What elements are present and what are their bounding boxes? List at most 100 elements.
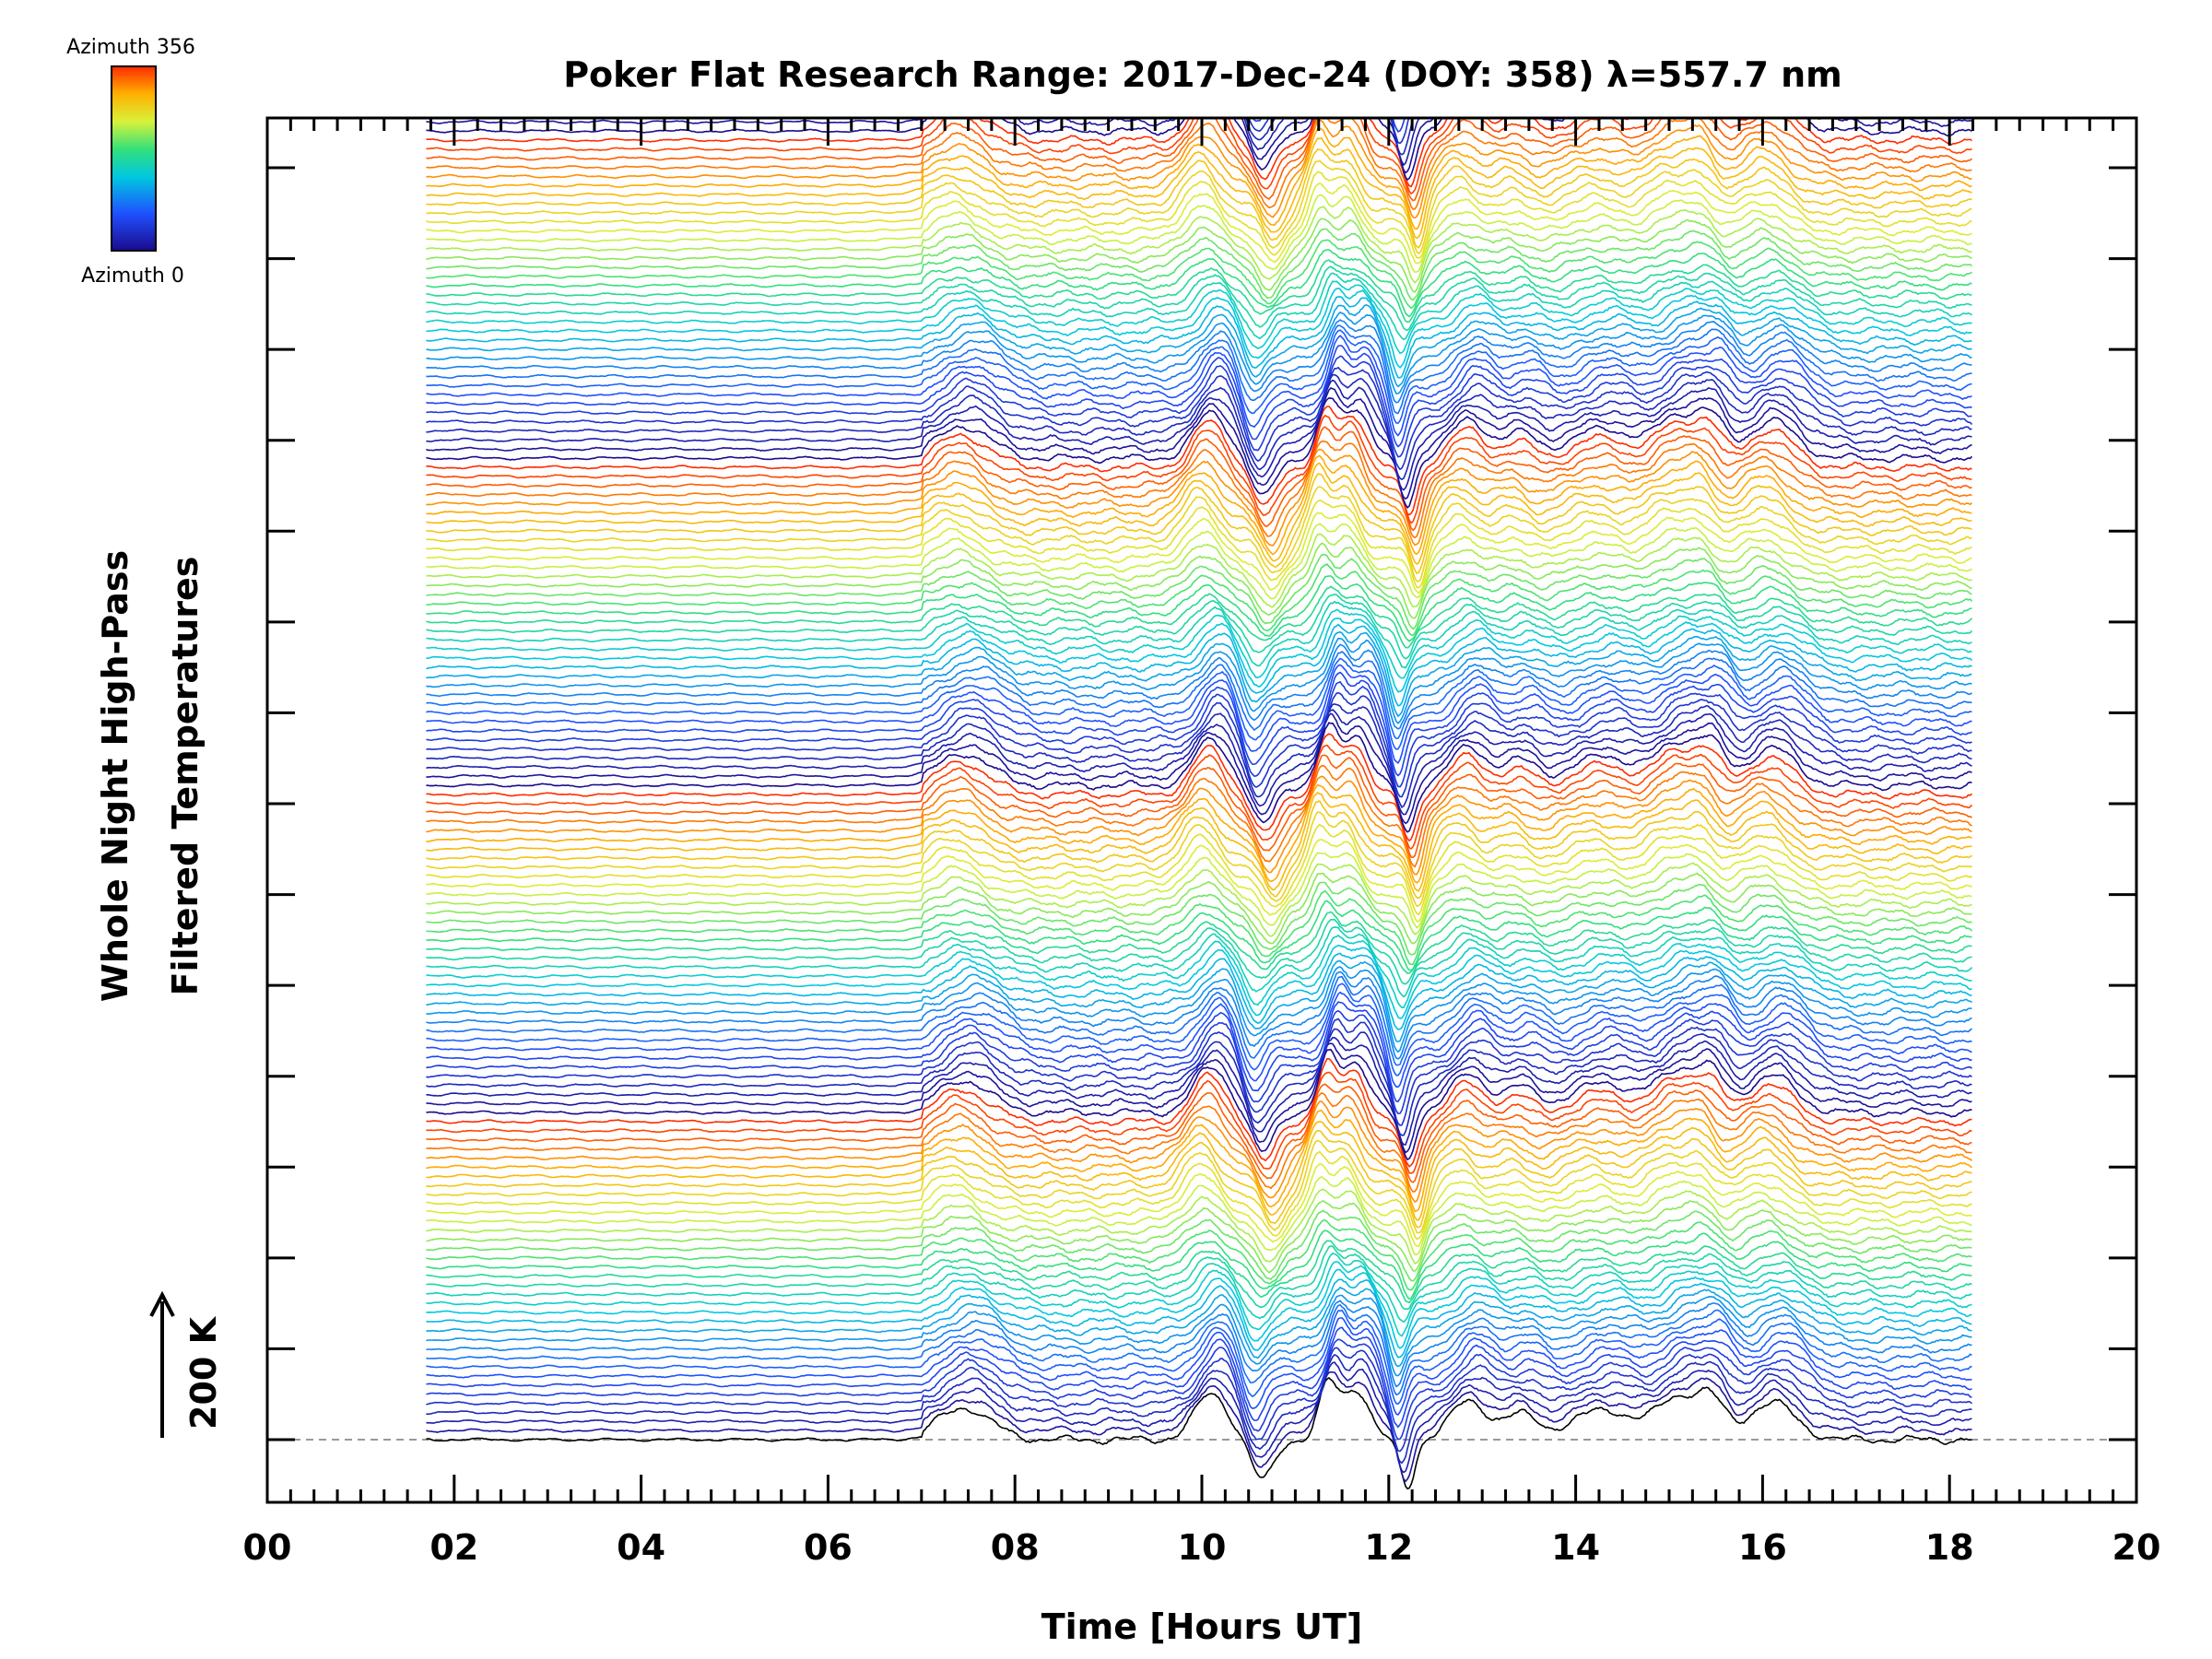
trace-line [426,329,1972,424]
trace-line [426,630,1972,718]
trace-line [426,709,1972,816]
trace-line [426,783,1972,884]
trace-line [426,657,1972,750]
trace-line [426,486,1972,582]
x-axis-label: Time [Hours UT] [1041,1606,1363,1647]
trace-line [426,1300,1972,1388]
trace-line [426,499,1972,589]
trace-line [426,1018,1972,1126]
x-tick-label: 08 [991,1527,1040,1568]
trace-line [426,127,1972,230]
trace-line [426,194,1972,274]
trace-line [426,553,1972,630]
trace-line [426,563,1973,637]
trace-line [426,1199,1972,1274]
trace-line [426,1091,1972,1193]
trace-line [426,118,1972,182]
trace-line [426,971,1972,1060]
trace-line [426,0,1971,49]
trace-line [426,650,1972,740]
trace-line [426,118,1972,195]
trace-line [426,448,1973,547]
trace-line [426,754,1972,859]
trace-line [426,792,1972,892]
trace-line [426,934,1972,1008]
x-tick-label: 00 [243,1527,292,1568]
trace-line [426,966,1972,1053]
trace-line [426,900,1972,971]
trace-line [426,1130,1972,1229]
trace-line [426,0,1971,2]
x-axis-tick-labels: 00 02 04 06 08 10 12 14 16 18 20 [243,1527,2161,1568]
trace-line [426,0,1971,59]
trace-line [426,296,1972,379]
trace-line [426,1309,1972,1406]
trace-line [426,304,1972,388]
trace-line [426,911,1972,975]
trace-line [426,462,1972,565]
trace-line [426,287,1972,370]
trace-line [426,387,1972,500]
trace-line [426,1071,1972,1174]
trace-line [426,345,1972,448]
y-axis-ticks [267,166,2136,1441]
trace-line [426,366,1973,471]
trace-line [426,722,1972,833]
scale-label: 200 K [183,1315,224,1430]
trace-line [426,991,1972,1088]
trace-line [426,1347,1973,1453]
x-tick-label: 18 [1925,1527,1974,1568]
trace-line [426,228,1972,301]
trace-line [426,918,1972,985]
trace-line [426,426,1972,532]
colorbar-top-label: Azimuth 356 [66,36,195,59]
trace-line [426,136,1972,240]
trace-line [426,637,1972,724]
x-axis-ticks [265,118,2138,1502]
trace-line [426,473,1972,575]
trace-line [426,533,1972,608]
trace-line [426,691,1972,798]
trace-line [426,1371,1972,1483]
trace-line [426,280,1972,355]
trace-line [426,1083,1972,1183]
trace-line [426,1377,1972,1490]
trace-group [426,0,1973,1490]
trace-line [426,872,1972,945]
trace-line [426,1121,1972,1221]
trace-line [426,335,1972,437]
trace-line [426,512,1972,594]
trace-line [426,643,1972,730]
trace-line [426,1139,1972,1234]
trace-line [426,311,1972,394]
trace-line [426,118,1973,202]
x-tick-label: 02 [429,1527,478,1568]
trace-line [426,1253,1972,1324]
trace-line [426,775,1972,876]
trace-line [426,373,1972,481]
trace-line [426,397,1973,510]
trace-line [426,118,1972,210]
trace-line [426,1294,1972,1377]
colorbar-bottom-label: Azimuth 0 [81,265,184,288]
trace-line [426,440,1972,539]
trace-line [426,1353,1972,1465]
trace-line [426,118,1972,174]
trace-line [426,764,1972,868]
x-tick-label: 04 [617,1527,665,1568]
trace-line [426,926,1973,998]
trace-line [426,1058,1972,1168]
trace-line [426,608,1972,679]
trace-line [426,1268,1972,1349]
trace-line [426,712,1972,825]
trace-line [426,975,1972,1066]
trace-line [426,1219,1972,1291]
trace-line [426,952,1972,1030]
trace-line [426,852,1972,929]
trace-line [426,319,1972,404]
trace-line [426,593,1973,660]
trace-line [426,600,1972,669]
trace-line [426,1001,1972,1102]
trace-line [426,862,1972,937]
trace-line [426,1100,1972,1204]
